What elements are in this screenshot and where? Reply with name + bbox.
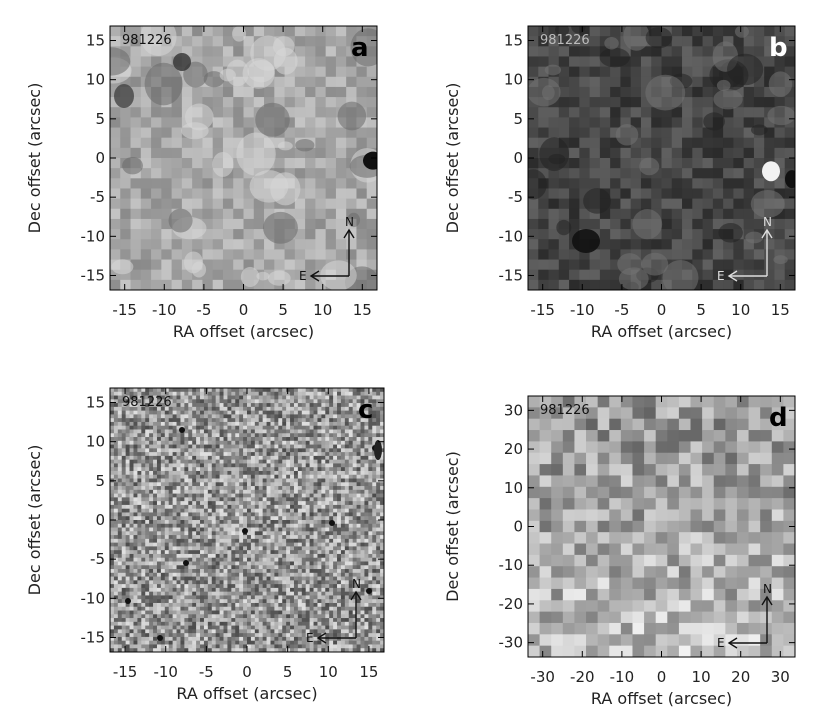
compass-icon: NE [299,215,355,283]
x-tick-label: -5 [196,301,211,319]
y-tick-label: 0 [95,511,105,529]
y-tick-label: -20 [499,595,524,613]
y-tick-label: 20 [504,440,523,458]
y-tick-label: 0 [513,149,523,167]
y-tick-label: 0 [95,149,105,167]
x-tick-label: 15 [359,663,378,681]
compass-north-label: N [763,582,772,596]
x-tick-label: -5 [199,663,214,681]
y-tick-label: -5 [508,188,523,206]
x-tick-label: -10 [153,663,178,681]
x-axis-label: RA offset (arcsec) [591,322,732,341]
date-label: 981226 [122,33,172,48]
x-tick-label: 0 [239,301,249,319]
y-tick-label: -15 [81,266,106,284]
compass-east-label: E [717,636,725,650]
y-tick-label: -15 [81,628,106,646]
y-tick-label: 10 [504,479,523,497]
x-axis-label: RA offset (arcsec) [176,684,317,703]
x-tick-label: 5 [283,663,293,681]
x-tick-label: 10 [313,301,332,319]
x-tick-label: 15 [771,301,790,319]
y-tick-label: -10 [499,556,524,574]
x-axis-label: RA offset (arcsec) [591,689,732,708]
y-tick-label: 5 [513,110,523,128]
x-axis-label: RA offset (arcsec) [173,322,314,341]
x-tick-label: -15 [113,663,138,681]
x-tick-label: -10 [570,301,595,319]
compass-north-label: N [345,215,354,229]
compass-north-label: N [763,215,772,229]
x-tick-label: 10 [319,663,338,681]
y-tick-label: 10 [86,71,105,89]
x-tick-label: 10 [692,668,711,686]
panel-a-image [110,26,377,290]
x-tick-label: 30 [771,668,790,686]
x-tick-label: 15 [353,301,372,319]
x-tick-label: -30 [530,668,555,686]
x-tick-label: 0 [657,668,667,686]
x-tick-label: -10 [152,301,177,319]
x-tick-label: -5 [614,301,629,319]
compass-icon: NE [717,215,773,283]
y-axis-label: Dec offset (arcsec) [25,83,44,234]
compass-east-label: E [717,269,725,283]
y-tick-label: -10 [81,589,106,607]
y-tick-label: 10 [86,433,105,451]
x-tick-label: 20 [731,668,750,686]
y-axis-label: Dec offset (arcsec) [25,445,44,596]
y-tick-label: -5 [90,188,105,206]
y-tick-label: 15 [504,32,523,50]
y-tick-label: -15 [499,266,524,284]
compass-north-label: N [352,577,361,591]
panel-letter: c [358,395,373,425]
panel-letter: a [351,33,369,63]
y-tick-label: -30 [499,634,524,652]
x-tick-label: 10 [731,301,750,319]
panel-letter: b [769,33,788,63]
panel-letter: d [769,403,788,433]
y-tick-label: 5 [95,110,105,128]
y-tick-label: 5 [95,472,105,490]
x-tick-label: -15 [530,301,555,319]
x-tick-label: -15 [112,301,137,319]
y-axis-label: Dec offset (arcsec) [443,83,462,234]
x-tick-label: -10 [610,668,635,686]
y-tick-label: 0 [513,518,523,536]
panel-d-image [528,396,795,657]
panel-c-image [110,388,384,652]
x-tick-label: 5 [278,301,288,319]
y-tick-label: -5 [90,550,105,568]
compass-icon: NE [717,582,773,650]
x-tick-label: 0 [657,301,667,319]
compass-east-label: E [306,631,314,645]
y-tick-label: 30 [504,401,523,419]
date-label: 981226 [122,395,172,410]
date-label: 981226 [540,403,590,418]
panel-b-image [528,26,795,290]
y-tick-label: 15 [86,394,105,412]
y-tick-label: -10 [499,227,524,245]
y-axis-label: Dec offset (arcsec) [443,451,462,602]
y-tick-label: 15 [86,32,105,50]
x-tick-label: -20 [570,668,595,686]
date-label: 981226 [540,33,590,48]
y-tick-label: 10 [504,71,523,89]
compass-east-label: E [299,269,307,283]
x-tick-label: 5 [696,301,706,319]
compass-icon: NE [306,577,362,645]
x-tick-label: 0 [242,663,252,681]
y-tick-label: -10 [81,227,106,245]
